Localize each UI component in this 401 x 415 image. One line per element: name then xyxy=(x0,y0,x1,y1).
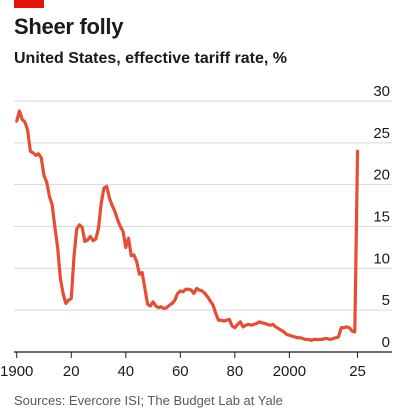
y-tick-label: 25 xyxy=(373,125,390,142)
brand-accent-bar xyxy=(14,0,44,8)
y-tick-label: 20 xyxy=(373,167,390,184)
chart-subtitle: United States, effective tariff rate, % xyxy=(14,50,287,67)
y-tick-label: 15 xyxy=(373,209,390,226)
x-tick-label: 60 xyxy=(172,363,189,380)
x-tick-label: 20 xyxy=(63,363,80,380)
y-tick-label: 0 xyxy=(382,334,390,351)
x-tick-label: 2000 xyxy=(273,363,306,380)
x-tick-label: 25 xyxy=(349,363,366,380)
x-tick-label: 1900 xyxy=(0,363,33,380)
y-tick-label: 10 xyxy=(373,250,390,267)
y-tick-label: 30 xyxy=(373,83,390,100)
x-tick-label: 40 xyxy=(117,363,134,380)
tariff-rate-line xyxy=(15,109,360,342)
chart-title: Sheer folly xyxy=(14,14,124,39)
y-tick-label: 5 xyxy=(382,292,390,309)
source-note: Sources: Evercore ISI; The Budget Lab at… xyxy=(14,393,283,408)
x-tick-label: 80 xyxy=(227,363,244,380)
